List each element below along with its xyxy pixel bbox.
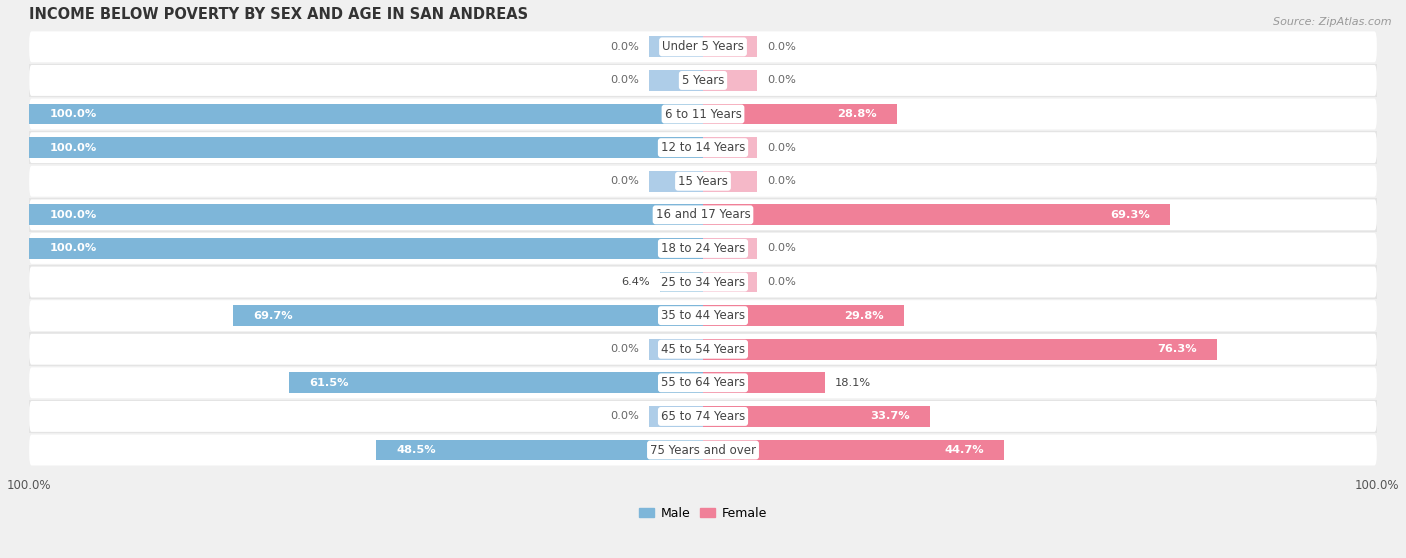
- Bar: [30, 238, 703, 259]
- Text: 16 and 17 Years: 16 and 17 Years: [655, 208, 751, 222]
- Text: 0.0%: 0.0%: [610, 42, 638, 52]
- FancyBboxPatch shape: [30, 132, 1376, 163]
- Legend: Male, Female: Male, Female: [634, 502, 772, 525]
- Bar: [30, 232, 1376, 265]
- Text: 69.3%: 69.3%: [1109, 210, 1150, 220]
- Text: 5 Years: 5 Years: [682, 74, 724, 87]
- Text: 69.7%: 69.7%: [253, 311, 294, 321]
- Bar: [30, 131, 1376, 165]
- FancyBboxPatch shape: [30, 31, 1376, 62]
- Text: 75 Years and over: 75 Years and over: [650, 444, 756, 456]
- Bar: [703, 104, 897, 124]
- Bar: [30, 64, 1376, 97]
- Text: 0.0%: 0.0%: [768, 75, 796, 85]
- Bar: [30, 198, 1376, 232]
- Bar: [233, 305, 703, 326]
- Bar: [703, 339, 1218, 360]
- Text: 0.0%: 0.0%: [610, 176, 638, 186]
- Bar: [659, 272, 703, 292]
- Text: 100.0%: 100.0%: [49, 210, 97, 220]
- Text: 18.1%: 18.1%: [835, 378, 872, 388]
- Bar: [703, 36, 756, 57]
- Text: 25 to 34 Years: 25 to 34 Years: [661, 276, 745, 288]
- Text: 45 to 54 Years: 45 to 54 Years: [661, 343, 745, 356]
- Text: Under 5 Years: Under 5 Years: [662, 40, 744, 54]
- Bar: [650, 36, 703, 57]
- Text: 0.0%: 0.0%: [768, 42, 796, 52]
- Bar: [703, 204, 1170, 225]
- FancyBboxPatch shape: [30, 166, 1376, 197]
- Text: 0.0%: 0.0%: [768, 277, 796, 287]
- Text: 0.0%: 0.0%: [768, 176, 796, 186]
- Text: 15 Years: 15 Years: [678, 175, 728, 187]
- Bar: [703, 171, 756, 191]
- FancyBboxPatch shape: [30, 65, 1376, 96]
- Bar: [30, 265, 1376, 299]
- Bar: [703, 372, 825, 393]
- Bar: [650, 171, 703, 191]
- Bar: [30, 104, 703, 124]
- Text: 12 to 14 Years: 12 to 14 Years: [661, 141, 745, 154]
- FancyBboxPatch shape: [30, 233, 1376, 264]
- Bar: [30, 400, 1376, 433]
- Text: 0.0%: 0.0%: [610, 75, 638, 85]
- Bar: [703, 440, 1004, 460]
- FancyBboxPatch shape: [30, 367, 1376, 398]
- FancyBboxPatch shape: [30, 401, 1376, 432]
- Text: 18 to 24 Years: 18 to 24 Years: [661, 242, 745, 255]
- Bar: [650, 406, 703, 427]
- Text: 35 to 44 Years: 35 to 44 Years: [661, 309, 745, 322]
- Text: 0.0%: 0.0%: [610, 344, 638, 354]
- Bar: [703, 272, 756, 292]
- Bar: [703, 305, 904, 326]
- Text: 0.0%: 0.0%: [768, 243, 796, 253]
- Text: 100.0%: 100.0%: [49, 243, 97, 253]
- Bar: [650, 70, 703, 91]
- Text: 48.5%: 48.5%: [396, 445, 436, 455]
- Bar: [703, 406, 931, 427]
- Text: 55 to 64 Years: 55 to 64 Years: [661, 376, 745, 389]
- FancyBboxPatch shape: [30, 300, 1376, 331]
- Bar: [30, 165, 1376, 198]
- Bar: [30, 30, 1376, 64]
- FancyBboxPatch shape: [30, 267, 1376, 297]
- Bar: [288, 372, 703, 393]
- Bar: [30, 333, 1376, 366]
- Text: 100.0%: 100.0%: [49, 109, 97, 119]
- Text: INCOME BELOW POVERTY BY SEX AND AGE IN SAN ANDREAS: INCOME BELOW POVERTY BY SEX AND AGE IN S…: [30, 7, 529, 22]
- Text: 28.8%: 28.8%: [837, 109, 877, 119]
- FancyBboxPatch shape: [30, 435, 1376, 465]
- Text: Source: ZipAtlas.com: Source: ZipAtlas.com: [1274, 17, 1392, 27]
- Bar: [650, 339, 703, 360]
- Bar: [703, 70, 756, 91]
- Bar: [30, 204, 703, 225]
- Text: 65 to 74 Years: 65 to 74 Years: [661, 410, 745, 423]
- Bar: [30, 137, 703, 158]
- FancyBboxPatch shape: [30, 334, 1376, 365]
- FancyBboxPatch shape: [30, 99, 1376, 129]
- Bar: [30, 299, 1376, 333]
- Text: 33.7%: 33.7%: [870, 411, 910, 421]
- Bar: [703, 238, 756, 259]
- Bar: [703, 137, 756, 158]
- Text: 100.0%: 100.0%: [49, 143, 97, 153]
- Bar: [30, 433, 1376, 467]
- Text: 0.0%: 0.0%: [610, 411, 638, 421]
- Bar: [30, 97, 1376, 131]
- Text: 29.8%: 29.8%: [844, 311, 883, 321]
- Bar: [30, 366, 1376, 400]
- Text: 0.0%: 0.0%: [768, 143, 796, 153]
- Text: 6 to 11 Years: 6 to 11 Years: [665, 108, 741, 121]
- Bar: [377, 440, 703, 460]
- Text: 61.5%: 61.5%: [309, 378, 349, 388]
- FancyBboxPatch shape: [30, 199, 1376, 230]
- Text: 76.3%: 76.3%: [1157, 344, 1197, 354]
- Text: 44.7%: 44.7%: [945, 445, 984, 455]
- Text: 6.4%: 6.4%: [621, 277, 650, 287]
